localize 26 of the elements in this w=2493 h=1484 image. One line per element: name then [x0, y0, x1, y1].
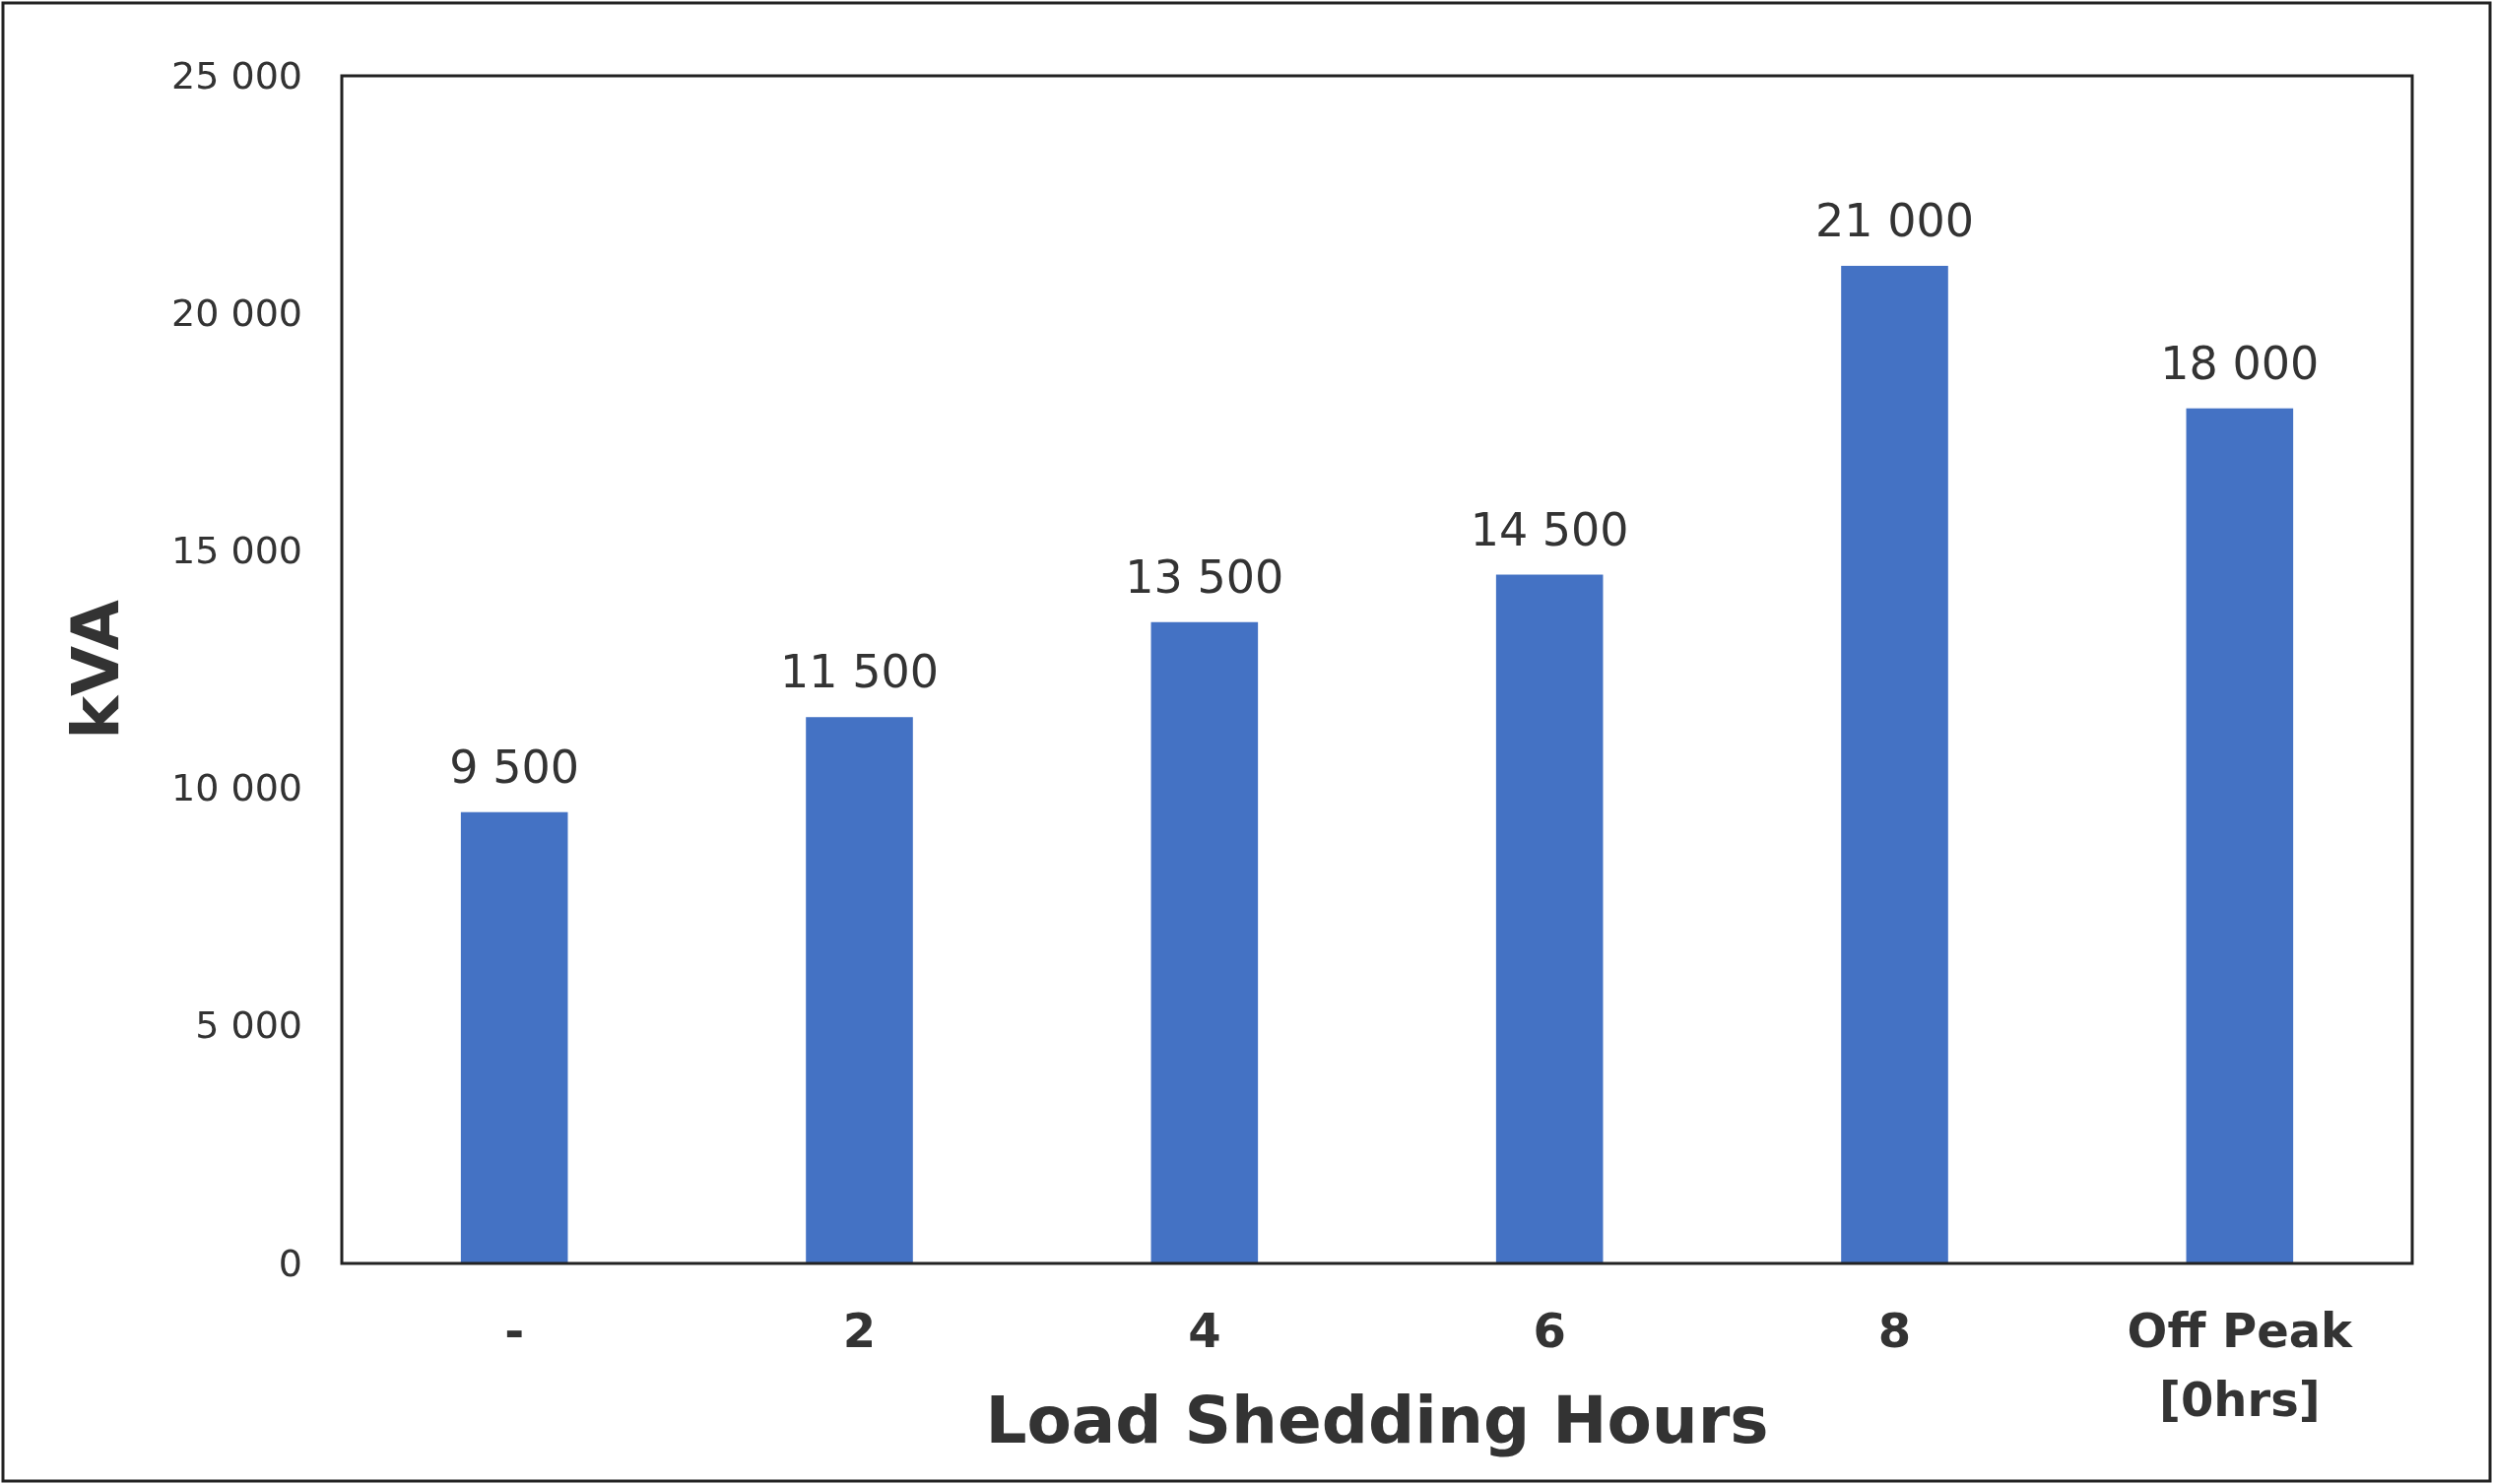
- x-tick-label: Off Peak [0hrs]: [2127, 1303, 2354, 1427]
- x-tick-label: -: [504, 1303, 525, 1358]
- y-tick-label: 10 000: [171, 766, 302, 810]
- x-tick-label: 4: [1188, 1303, 1221, 1358]
- y-tick-label: 15 000: [171, 529, 302, 573]
- bar: [1150, 621, 1259, 1263]
- bar: [1495, 574, 1604, 1263]
- bar: [806, 717, 913, 1263]
- x-tick-label: 2: [842, 1303, 877, 1358]
- x-axis-title: Load Shedding Hours: [985, 1383, 1769, 1458]
- y-tick-label: 20 000: [171, 290, 302, 335]
- data-label: 11 500: [780, 645, 939, 699]
- bar: [1841, 265, 1948, 1263]
- y-tick-label: 25 000: [171, 53, 302, 97]
- data-label: 21 000: [1815, 193, 1974, 247]
- data-label: 9 500: [449, 740, 580, 794]
- y-axis-title: kVA: [58, 600, 134, 740]
- y-tick-label: 5 000: [195, 1003, 302, 1048]
- data-label: 14 500: [1470, 502, 1629, 556]
- x-tick-label: 6: [1533, 1303, 1566, 1358]
- bar: [460, 811, 568, 1263]
- data-label: 18 000: [2160, 336, 2320, 390]
- x-tick-label: 8: [1877, 1303, 1912, 1358]
- bar: [2186, 408, 2294, 1263]
- y-tick-label: 0: [278, 1241, 302, 1285]
- data-label: 13 500: [1125, 549, 1284, 604]
